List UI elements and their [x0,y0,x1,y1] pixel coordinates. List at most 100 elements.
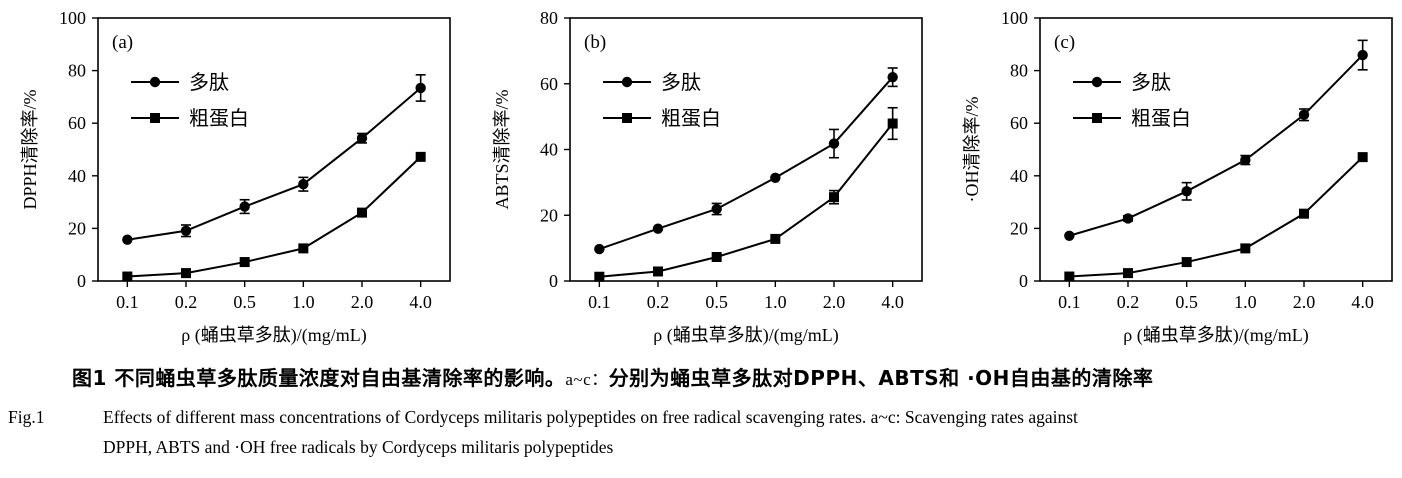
chart2-series-line-2 [599,122,894,278]
caption-zh-rest: 分别为蛹虫草多肽对DPPH、ABTS和 ·OH自由基的清除率 [608,366,1154,390]
chart1-x-tick-label: 0.1 [116,292,139,312]
chart3-x-tick-label: 0.5 [1175,292,1198,312]
chart2-panel-label: (b) [584,32,606,53]
chart1-data-point-square [181,268,191,279]
chart1-data-point-square [239,257,250,268]
chart2-y-tick-label: 60 [540,74,558,94]
chart3-data-point-circle [1298,109,1310,120]
chart3-y-tick-label: 100 [1001,8,1028,28]
chart3-y-tick-label: 20 [1010,218,1028,238]
chart1-y-tick-label: 0 [77,271,86,291]
chart2-data-point-circle [594,243,605,255]
chart3-legend-label: 多肽 [1131,71,1171,94]
chart1-y-axis-label: DPPH清除率/% [20,89,40,209]
chart3-x-axis-label: ρ (蛹虫草多肽)/(mg/mL) [1123,325,1308,346]
chart1-panel-label: (a) [112,32,133,53]
chart3-data-point-square [1299,208,1309,219]
chart2-data-point-square [887,118,898,129]
chart1-x-tick-label: 0.5 [233,292,256,312]
chart2-data-point-square [653,266,663,277]
chart1-data-point-circle [356,132,368,144]
caption-chinese: 图1 不同蛹虫草多肽质量浓度对自由基清除率的影响。a~c：分别为蛹虫草多肽对DP… [72,362,1153,391]
chart2-x-tick-label: 4.0 [881,292,904,312]
chart3-series-line-1 [1069,54,1364,237]
caption-en-line2: DPPH, ABTS and ·OH free radicals by Cord… [103,437,614,457]
chart2-legend-label: 多肽 [661,71,701,94]
chart1-y-tick-label: 60 [68,113,86,133]
caption-en-label: Fig.1 [8,407,45,427]
chart2-y-tick-label: 80 [540,8,558,28]
chart3-y-tick-label: 0 [1019,271,1028,291]
chart3-legend-marker-square [1092,113,1102,123]
figure-charts: 0 20 40 60 80 100 0.1 0.2 0.5 1.0 2.0 4.0 DPPH清除率/% ρ… [20,8,1393,346]
chart1-x-tick-label: 2.0 [351,292,374,312]
caption-en-line1-row: Fig.1 Effects of different mass concentra… [8,402,1398,432]
chart2-x-tick-label: 0.2 [647,292,670,312]
chart1-data-point-square [357,207,367,218]
chart1-data-point-circle [122,234,133,245]
chart2-data-point-circle [828,138,840,149]
chart3-data-point-circle [1357,49,1368,61]
chart3-legend-label: 粗蛋白 [1131,107,1191,130]
chart3-data-point-square [1357,152,1368,163]
chart2-legend-marker-circle [621,76,633,88]
chart1-y-tick-label: 100 [59,8,86,28]
chart3-y-axis-label: ·OH清除率/% [962,97,982,203]
chart1-data-point-circle [239,201,250,212]
chart1-x-axis-label: ρ (蛹虫草多肽)/(mg/mL) [181,325,366,346]
chart1-x-tick-label: 1.0 [292,292,315,312]
chart1-legend-marker-circle [149,76,161,88]
chart1-data-point-circle [180,225,192,236]
chart3-x-tick-label: 2.0 [1293,292,1316,312]
chart2-y-tick-label: 20 [540,205,558,225]
chart3-data-point-circle [1064,230,1075,241]
chart2-data-point-square [770,233,781,244]
chart3-data-point-square [1064,271,1075,282]
chart2-legend-label: 粗蛋白 [661,107,721,130]
chart2-data-point-square [829,192,839,203]
chart2-data-point-square [594,271,605,282]
chart3-legend-marker-circle [1091,76,1103,88]
chart2-x-tick-label: 0.5 [705,292,728,312]
chart2-data-point-circle [770,172,781,183]
chart1-x-tick-label: 4.0 [409,292,432,312]
chart3-x-tick-label: 1.0 [1234,292,1257,312]
chart1-data-point-square [122,271,133,282]
chart2-y-axis-label: ABTS清除率/% [492,89,512,209]
chart2-legend-marker-square [622,113,632,123]
chart1-legend-label: 粗蛋白 [189,107,249,130]
chart3-panel-label: (c) [1054,32,1075,53]
chart2-data-point-circle [652,223,664,234]
chart2-y-tick-label: 0 [549,271,558,291]
chart1-data-point-square [415,151,426,162]
chart3-data-point-square [1123,268,1133,279]
chart3-data-point-circle [1240,154,1251,166]
chart3-data-point-circle [1122,213,1134,224]
caption-english: Fig.1 Effects of different mass concentra… [8,402,1398,462]
chart3-x-tick-label: 0.2 [1117,292,1140,312]
chart3-data-point-square [1181,257,1192,268]
chart2-x-axis-label: ρ (蛹虫草多肽)/(mg/mL) [653,325,838,346]
chart1-series-line-2 [127,156,422,278]
chart3-data-point-square [1240,243,1251,254]
chart1-series-line-1 [127,87,422,241]
chart2-data-point-circle [887,71,898,83]
chart2-y-tick-label: 40 [540,140,558,160]
caption-zh-sub: a~c： [565,370,609,389]
chart3-y-tick-label: 80 [1010,61,1028,81]
chart2-data-point-square [711,252,722,263]
chart1-legend-marker-square [150,113,160,123]
chart2-x-tick-label: 2.0 [823,292,846,312]
chart1-y-tick-label: 20 [68,218,86,238]
chart3-plot-frame [1039,17,1393,282]
caption-en-line1: Effects of different mass concentrations… [103,407,1078,427]
chart2-x-tick-label: 0.1 [588,292,611,312]
chart3-x-tick-label: 4.0 [1351,292,1374,312]
chart3-y-tick-label: 40 [1010,166,1028,186]
chart1-x-tick-label: 0.2 [175,292,198,312]
chart3-x-tick-label: 0.1 [1058,292,1081,312]
caption-zh-prefix: 图1 不同蛹虫草多肽质量浓度对自由基清除率的影响。 [72,366,566,390]
chart3-y-tick-label: 60 [1010,113,1028,133]
chart1-legend-label: 多肽 [189,71,229,94]
chart1-data-point-circle [298,179,309,190]
